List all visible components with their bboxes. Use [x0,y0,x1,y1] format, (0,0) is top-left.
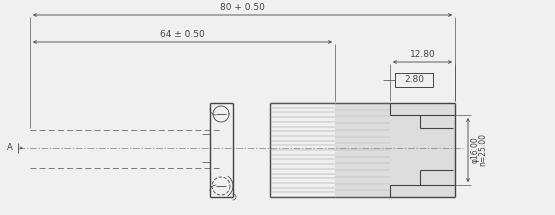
Text: φ16.00: φ16.00 [471,137,480,163]
Bar [335,103,455,197]
Text: n=25.00: n=25.00 [478,134,487,166]
Text: 12.80: 12.80 [410,50,435,59]
Text: 80 + 0.50: 80 + 0.50 [220,3,265,12]
Text: A: A [7,143,13,152]
Bar [395,73,433,87]
Text: 64 ± 0.50: 64 ± 0.50 [160,30,205,39]
Text: 2.80: 2.80 [404,75,424,84]
